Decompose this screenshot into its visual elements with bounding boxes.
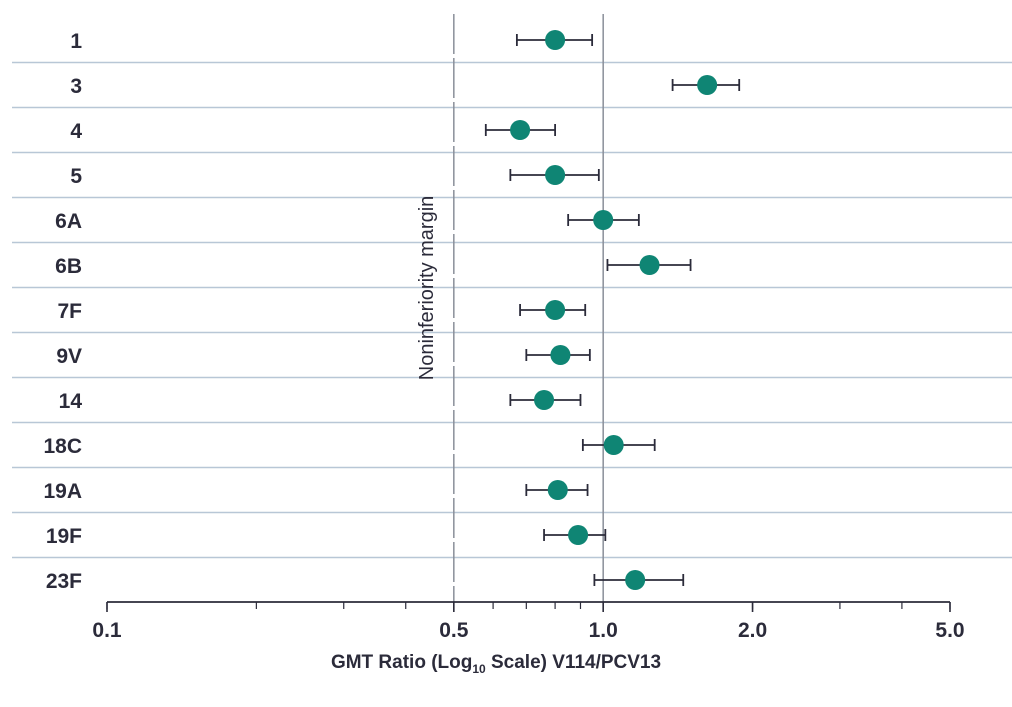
x-axis: 0.1 0.5 1.0 2.0 5.0 bbox=[92, 601, 965, 642]
point-23F bbox=[625, 570, 646, 590]
point-19A bbox=[547, 480, 568, 500]
category-label-4: 4 bbox=[70, 120, 82, 143]
point-9V bbox=[550, 345, 571, 365]
point-6B bbox=[639, 255, 660, 275]
category-label-18C: 18C bbox=[43, 435, 82, 458]
category-label-23F: 23F bbox=[46, 570, 82, 593]
category-label-7F: 7F bbox=[57, 300, 82, 323]
noninferiority-margin-label: Noninferiority margin bbox=[416, 196, 438, 381]
point-14 bbox=[534, 390, 555, 410]
category-label-19A: 19A bbox=[43, 480, 82, 503]
category-label-6A: 6A bbox=[55, 210, 82, 233]
category-label-9V: 9V bbox=[56, 345, 82, 368]
reference-lines bbox=[453, 14, 604, 602]
category-labels: 1 3 4 5 6A 6B 7F 9V 14 18C 19A 19F 23F bbox=[43, 30, 82, 593]
row-separators bbox=[12, 61, 1012, 559]
confidence-intervals bbox=[484, 34, 741, 586]
point-7F bbox=[545, 300, 566, 320]
category-label-6B: 6B bbox=[55, 255, 82, 278]
point-5 bbox=[545, 165, 566, 185]
point-18C bbox=[603, 435, 624, 455]
tick-label: 2.0 bbox=[738, 619, 767, 642]
tick-label: 0.5 bbox=[439, 619, 469, 642]
point-1 bbox=[545, 30, 566, 50]
category-label-19F: 19F bbox=[46, 525, 82, 548]
point-estimates bbox=[510, 30, 718, 590]
category-label-14: 14 bbox=[59, 390, 83, 413]
category-label-5: 5 bbox=[70, 165, 82, 188]
point-19F bbox=[568, 525, 589, 545]
category-label-3: 3 bbox=[70, 75, 82, 98]
point-3 bbox=[697, 75, 718, 95]
point-6A bbox=[593, 210, 614, 230]
point-4 bbox=[510, 120, 531, 140]
tick-label: 0.1 bbox=[92, 619, 122, 642]
tick-label: 1.0 bbox=[589, 619, 618, 642]
category-label-1: 1 bbox=[70, 30, 82, 53]
tick-label: 5.0 bbox=[935, 619, 964, 642]
x-axis-title: GMT Ratio (Log10 Scale) V114/PCV13 bbox=[331, 652, 661, 676]
